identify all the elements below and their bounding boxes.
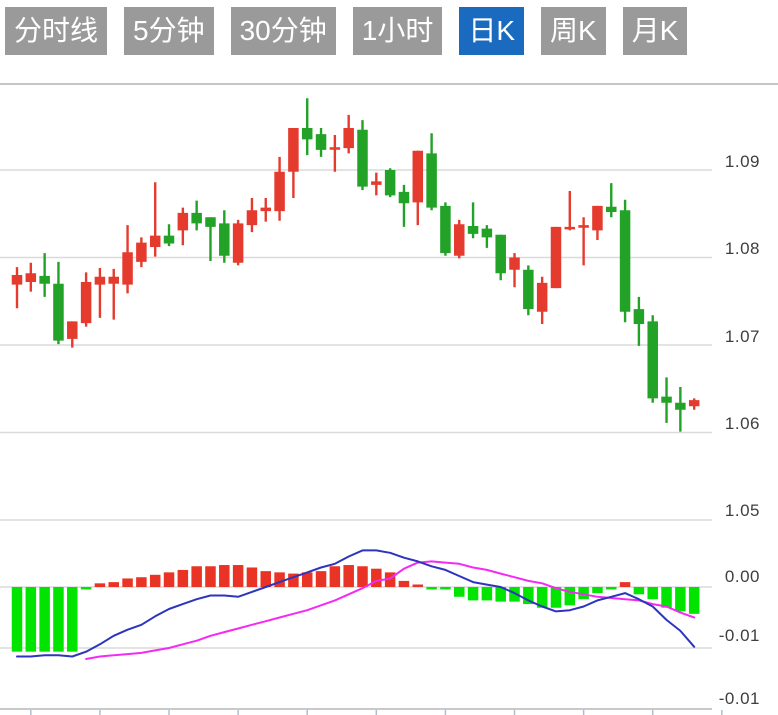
tab-monthly-k[interactable]: 月K bbox=[622, 7, 688, 55]
price-axis-label: 1.07 bbox=[724, 327, 760, 346]
price-axis-label: 1.09 bbox=[724, 152, 760, 171]
price-axis-label: 1.06 bbox=[724, 414, 760, 433]
price-axis-label: 1.05 bbox=[724, 501, 760, 520]
price-axis-label: 1.08 bbox=[724, 239, 760, 258]
tab-1hour[interactable]: 1小时 bbox=[352, 7, 443, 55]
tab-5min[interactable]: 5分钟 bbox=[124, 7, 214, 55]
macd-axis-label: 0.00 bbox=[724, 567, 760, 586]
interval-tabbar: 分时线 5分钟 30分钟 1小时 日K 周K 月K bbox=[5, 7, 688, 55]
tab-weekly-k[interactable]: 周K bbox=[541, 7, 606, 55]
tab-30min[interactable]: 30分钟 bbox=[230, 7, 336, 55]
macd-axis-label: -0.01 bbox=[718, 689, 760, 708]
tab-time-line[interactable]: 分时线 bbox=[5, 7, 108, 55]
tab-daily-k[interactable]: 日K bbox=[459, 7, 525, 55]
macd-axis-label: -0.01 bbox=[718, 626, 760, 645]
